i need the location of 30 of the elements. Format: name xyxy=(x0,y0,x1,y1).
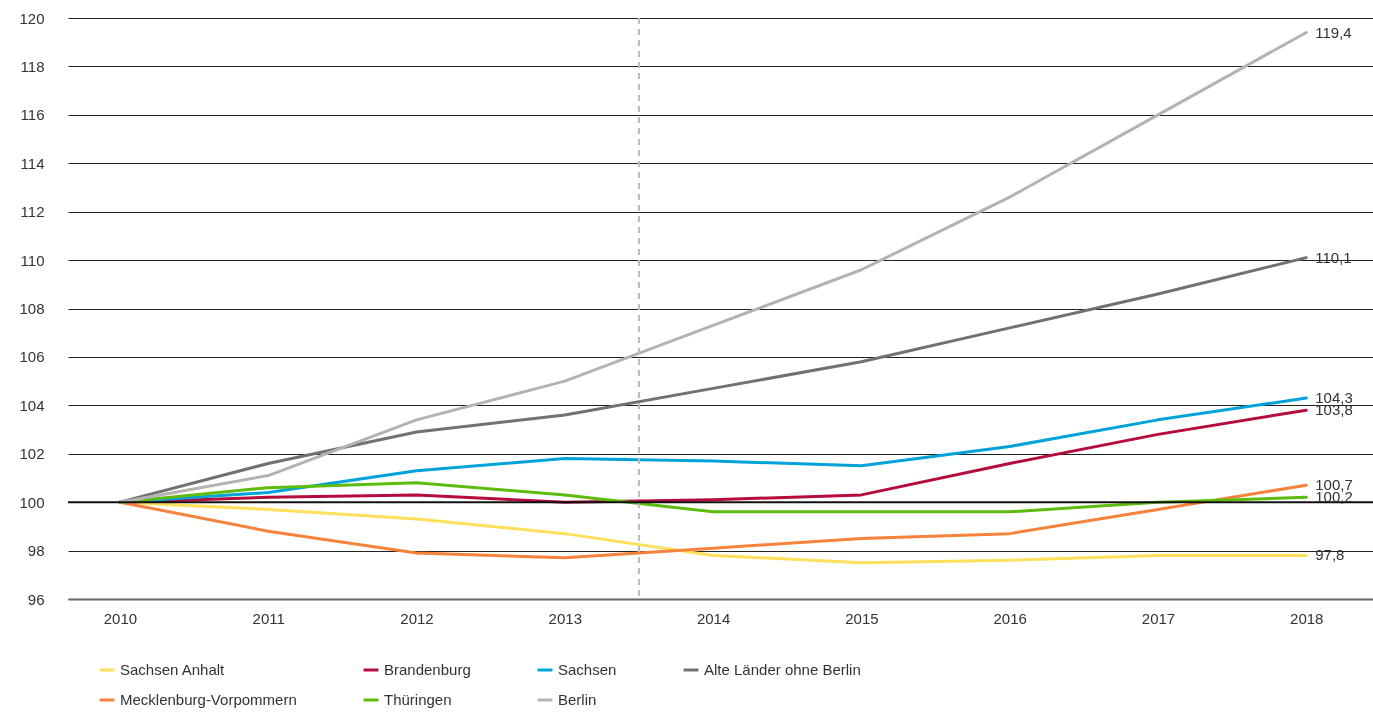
y-tick-label: 108 xyxy=(19,300,45,317)
y-tick-label: 110 xyxy=(20,251,45,269)
legend-label: Sachsen Anhalt xyxy=(120,661,226,678)
x-tick-label: 2018 xyxy=(1290,609,1324,627)
x-tick-label: 2010 xyxy=(103,609,138,627)
data-label: 119,4 xyxy=(1315,23,1352,41)
y-tick-label: 116 xyxy=(20,106,45,124)
legend-label: Thüringen xyxy=(384,691,452,708)
legend-label: Berlin xyxy=(558,691,597,708)
x-tick-label: 2017 xyxy=(1141,609,1176,627)
y-tick-label: 98 xyxy=(27,542,45,560)
x-tick-label: 2014 xyxy=(696,609,731,627)
y-tick-label: 100 xyxy=(19,493,45,511)
x-tick-label: 2016 xyxy=(993,609,1027,627)
y-tick-label: 106 xyxy=(19,348,45,366)
x-tick-label: 2015 xyxy=(845,609,879,627)
x-tick-label: 2013 xyxy=(548,609,582,627)
y-tick-label: 118 xyxy=(20,57,45,75)
y-tick-label: 114 xyxy=(20,154,45,172)
y-tick-label: 102 xyxy=(19,445,45,463)
y-tick-label: 96 xyxy=(27,590,45,608)
y-tick-label: 104 xyxy=(19,396,45,414)
legend-label: Mecklenburg-Vorpommern xyxy=(120,691,297,708)
x-tick-label: 2011 xyxy=(252,609,285,627)
x-tick-label: 2012 xyxy=(400,609,434,627)
y-tick-label: 120 xyxy=(19,9,45,27)
legend-label: Sachsen xyxy=(558,661,617,678)
y-tick-label: 112 xyxy=(20,203,45,221)
legend-label: Alte Länder ohne Berlin xyxy=(704,661,861,678)
legend-label: Brandenburg xyxy=(384,661,471,678)
